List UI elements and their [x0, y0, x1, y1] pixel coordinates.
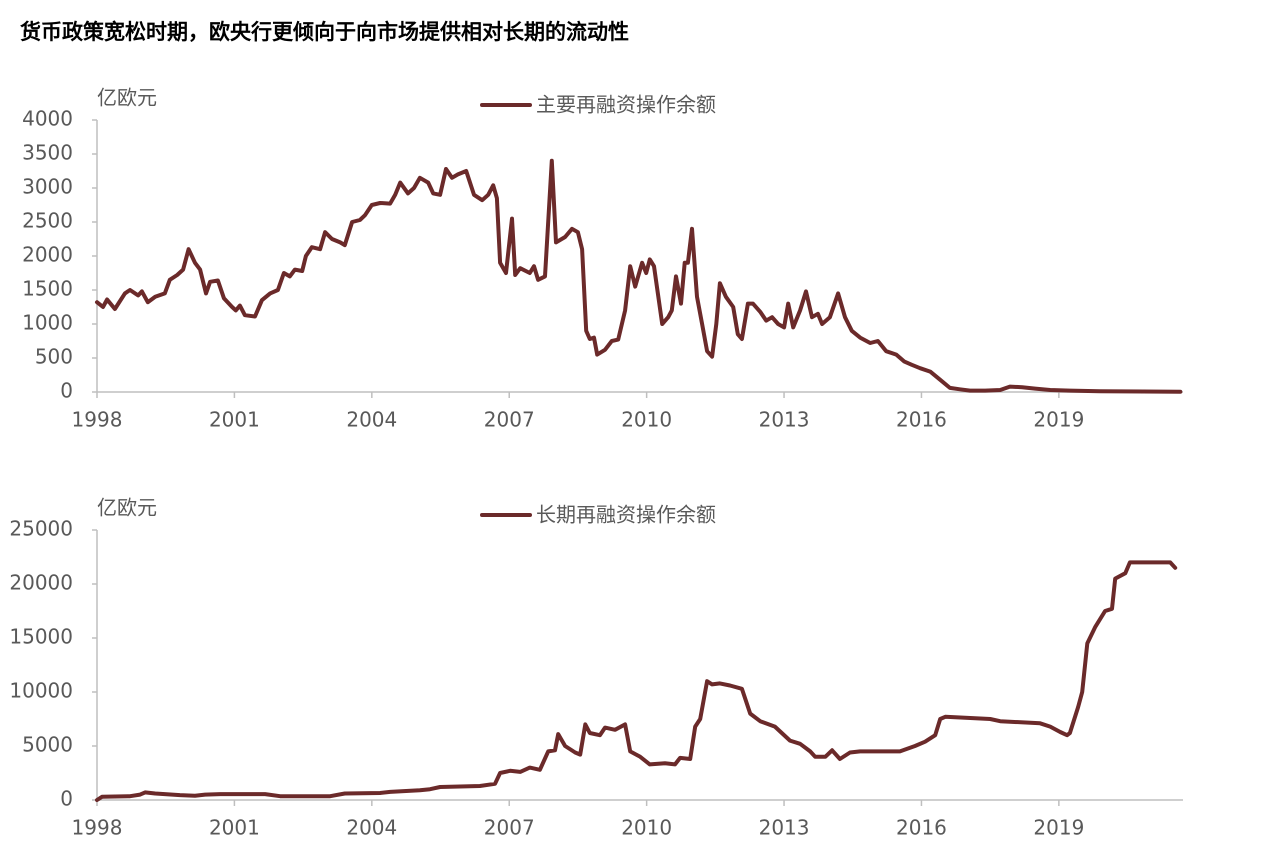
y-tick-label: 0: [60, 787, 73, 811]
x-tick-label: 2001: [209, 408, 260, 432]
y-tick-label: 500: [35, 345, 73, 369]
x-tick-label: 2019: [1033, 816, 1084, 840]
y-tick-label: 1500: [22, 277, 73, 301]
x-tick-label: 2004: [346, 816, 397, 840]
y-tick-label: 3000: [22, 175, 73, 199]
y-tick-label: 20000: [9, 571, 73, 595]
x-tick-label: 2019: [1033, 408, 1084, 432]
page-title: 货币政策宽松时期，欧央行更倾向于向市场提供相对长期的流动性: [20, 20, 629, 44]
x-tick-label: 2007: [484, 816, 535, 840]
y-tick-label: 4000: [22, 107, 73, 131]
y-tick-label: 10000: [9, 679, 73, 703]
y-tick-label: 3500: [22, 141, 73, 165]
y-tick-label: 5000: [22, 733, 73, 757]
x-tick-label: 2010: [621, 816, 672, 840]
y-tick-label: 1000: [22, 311, 73, 335]
x-tick-label: 1998: [72, 408, 123, 432]
y-tick-label: 25000: [9, 517, 73, 541]
x-tick-label: 2016: [896, 408, 947, 432]
legend-label: 主要再融资操作余额: [536, 93, 716, 117]
y-axis-unit: 亿欧元: [97, 86, 157, 110]
y-axis-unit: 亿欧元: [97, 496, 157, 520]
x-tick-label: 2010: [621, 408, 672, 432]
x-tick-label: 2007: [484, 408, 535, 432]
x-tick-label: 2016: [896, 816, 947, 840]
y-tick-label: 2500: [22, 209, 73, 233]
x-tick-label: 2004: [346, 408, 397, 432]
x-tick-label: 2001: [209, 816, 260, 840]
x-tick-label: 2013: [759, 816, 810, 840]
x-tick-label: 2013: [759, 408, 810, 432]
y-tick-label: 0: [60, 379, 73, 403]
y-tick-label: 2000: [22, 243, 73, 267]
series-line: [95, 158, 1183, 394]
y-tick-label: 15000: [9, 625, 73, 649]
legend-label: 长期再融资操作余额: [536, 503, 716, 527]
series-line: [95, 560, 1178, 802]
x-tick-label: 1998: [72, 816, 123, 840]
